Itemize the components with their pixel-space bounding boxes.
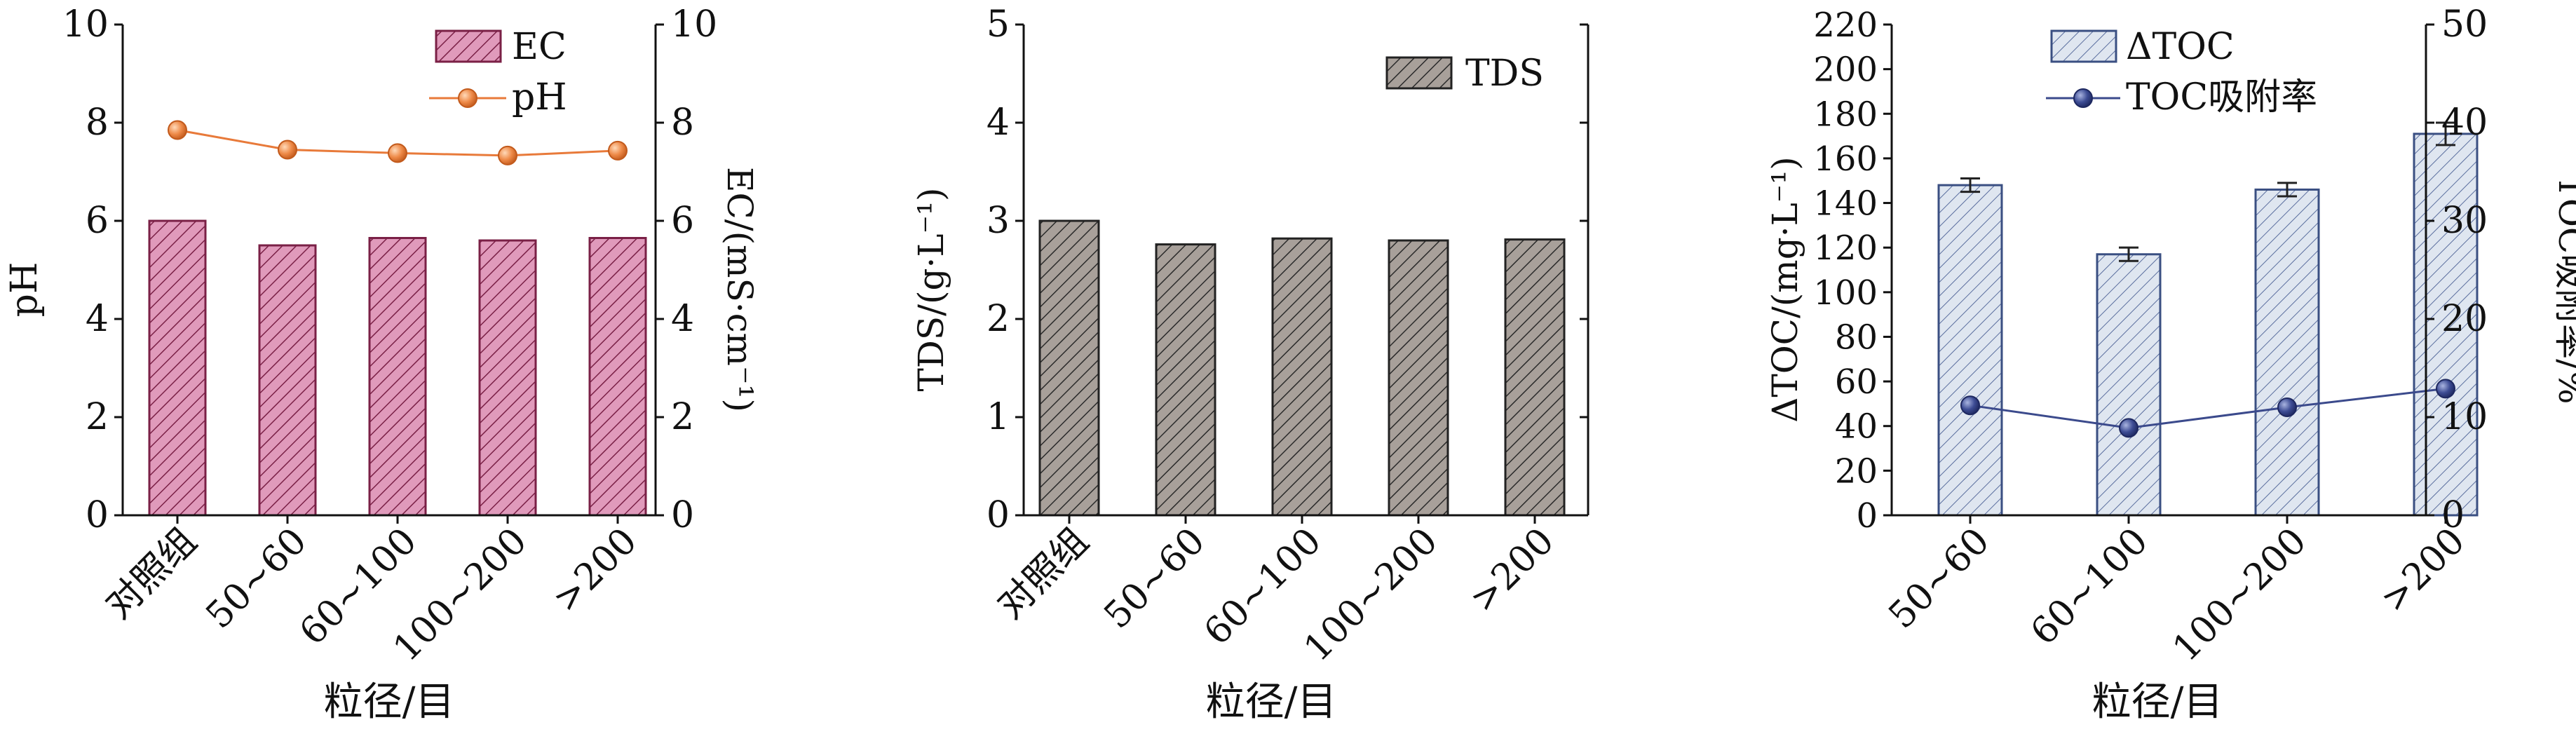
toc-x-tick-label: 50~60 (1880, 520, 1998, 637)
ec-ph-y-axis-title: pH (4, 262, 46, 318)
ph-legend-label: pH (512, 76, 567, 118)
toc-right-axis-title: TOC吸附率/% (2551, 175, 2576, 405)
toc-chart: 0204060801001201401601802002200102030405… (1765, 4, 2576, 725)
toc-right-tick-label: 10 (2441, 396, 2488, 438)
toc-right-tick-label: 20 (2441, 298, 2488, 340)
toc-x-tick-label: >200 (2373, 520, 2473, 620)
ec-right-tick-label: 0 (671, 494, 694, 536)
ec-left-tick-label: 8 (86, 102, 109, 144)
toc-bars (1937, 132, 2479, 517)
toc-right-tick-label: 40 (2441, 102, 2488, 144)
tds-bar-1 (1155, 243, 1216, 517)
ec-legend-label: EC (512, 26, 567, 68)
toc-rate-legend-label: TOC吸附率 (2126, 76, 2317, 118)
toc-left-tick-label: 120 (1813, 229, 1878, 268)
ec-left-tick-label: 4 (86, 298, 109, 340)
toc-bar-1 (2096, 253, 2162, 517)
toc-left-tick-label: 80 (1835, 318, 1878, 357)
ec-right-tick-label: 10 (671, 4, 717, 46)
ec-x-tick-label: 对照组 (97, 520, 205, 627)
tds-left-tick-label: 2 (987, 298, 1010, 340)
toc-x-tick-label: 100~200 (2165, 520, 2315, 670)
tds-left-tick-label: 4 (987, 102, 1010, 144)
ec-bar-4 (588, 237, 647, 517)
ec-x-tick-label: >200 (545, 520, 645, 620)
toc-right-tick-label: 50 (2441, 4, 2488, 46)
ph-point-3 (498, 145, 517, 165)
toc-right-tick-label: 30 (2441, 200, 2488, 242)
tds-x-tick-label: 50~60 (1096, 520, 1213, 637)
tds-legend: TDS (1385, 53, 1544, 95)
toc-left-tick-label: 60 (1835, 362, 1878, 402)
toc-left-tick-label: 200 (1813, 50, 1878, 90)
toc-error-bars (1960, 121, 2455, 262)
toc-bar-0 (1937, 184, 2003, 517)
ec-bar-0 (148, 219, 207, 517)
toc-x-axis-title: 粒径/目 (2092, 679, 2223, 725)
ec-left-tick-label: 2 (86, 396, 109, 438)
toc-left-tick-label: 220 (1813, 6, 1878, 45)
ec-ph-x-axis-title: 粒径/目 (324, 679, 455, 725)
toc-legend: ΔTOC TOC吸附率 (2046, 26, 2317, 118)
ph-legend-marker (458, 88, 477, 108)
tds-left-tick-label: 0 (987, 494, 1010, 536)
toc-axes: 0204060801001201401601802002200102030405… (1813, 4, 2488, 670)
toc-left-tick-label: 20 (1835, 451, 1878, 491)
tds-left-tick-label: 1 (987, 396, 1010, 438)
ph-point-2 (388, 143, 407, 163)
ec-right-tick-label: 6 (671, 200, 694, 242)
delta-toc-legend-swatch (2050, 29, 2117, 63)
delta-toc-legend-label: ΔTOC (2126, 26, 2235, 68)
tds-bar-0 (1038, 219, 1100, 517)
toc-rate-point-1 (2119, 418, 2138, 438)
ec-right-tick-label: 4 (671, 298, 694, 340)
toc-left-tick-label: 40 (1835, 407, 1878, 447)
toc-y-axis-title: ΔTOC/(mg·L⁻¹) (1765, 156, 1805, 423)
tds-bars (1038, 219, 1566, 517)
toc-left-tick-label: 140 (1813, 184, 1878, 224)
toc-left-tick-label: 100 (1813, 273, 1878, 313)
toc-rate-legend-marker (2073, 88, 2093, 108)
toc-rate-point-0 (1960, 395, 1980, 416)
tds-legend-swatch (1385, 56, 1453, 90)
ec-bar-2 (368, 237, 427, 517)
tds-bar-2 (1271, 237, 1333, 517)
ec-bar-1 (258, 244, 317, 517)
toc-bar-2 (2254, 188, 2320, 517)
ec-left-tick-label: 10 (62, 4, 109, 46)
tds-legend-label: TDS (1465, 53, 1544, 95)
tds-left-tick-label: 3 (987, 200, 1010, 242)
tds-x-tick-label: >200 (1462, 520, 1562, 620)
toc-rate-line (1960, 379, 2455, 438)
ph-point-0 (168, 120, 187, 140)
toc-rate-polyline (1970, 387, 2446, 429)
ph-line (168, 120, 628, 165)
ec-legend-swatch (435, 29, 502, 63)
toc-rate-point-3 (2436, 379, 2455, 399)
tds-bar-4 (1504, 238, 1566, 517)
ec-ph-legend: EC pH (429, 26, 567, 118)
ec-ph-right-axis-title: EC/(mS·cm⁻¹) (719, 167, 760, 412)
toc-x-tick-label: 60~100 (2023, 520, 2156, 653)
toc-left-tick-label: 0 (1856, 496, 1878, 536)
toc-left-tick-label: 180 (1813, 95, 1878, 134)
toc-rate-point-2 (2277, 397, 2297, 417)
ec-bars (148, 219, 647, 517)
toc-bar-3 (2413, 132, 2479, 517)
tds-left-tick-label: 5 (987, 4, 1010, 46)
ph-point-1 (278, 140, 297, 160)
toc-left-tick-label: 160 (1813, 140, 1878, 179)
ph-point-4 (608, 140, 628, 161)
ec-right-tick-label: 8 (671, 102, 694, 144)
ec-right-tick-label: 2 (671, 396, 694, 438)
tds-y-axis-title: TDS/(g·L⁻¹) (911, 187, 951, 391)
ec-bar-3 (478, 239, 537, 517)
tds-bar-3 (1388, 239, 1449, 517)
ec-left-tick-label: 0 (86, 494, 109, 536)
tds-x-axis-title: 粒径/目 (1206, 679, 1337, 725)
ec-left-tick-label: 6 (86, 200, 109, 242)
